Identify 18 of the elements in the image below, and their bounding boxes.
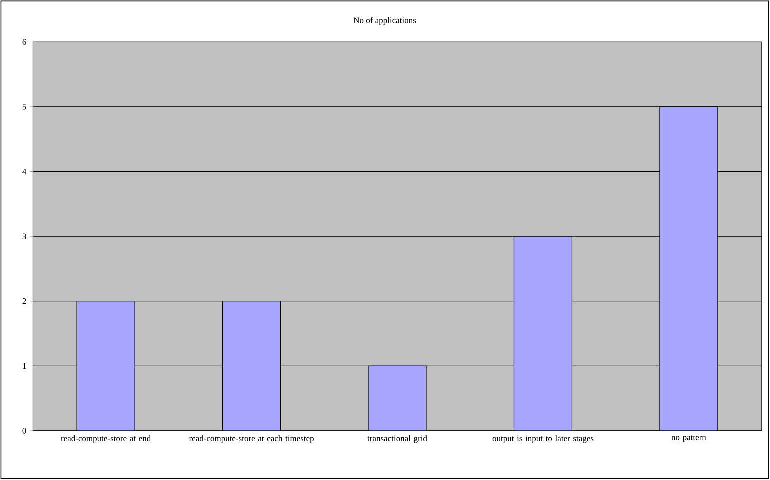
y-tick-label: 1 (23, 363, 26, 369)
y-tick-label: 4 (22, 168, 27, 174)
y-tick-label: 6 (22, 39, 26, 45)
x-tick-label: read-compute-store at end (61, 435, 151, 444)
bar (660, 106, 718, 431)
x-tick-label: output is input to later stages (492, 435, 594, 444)
chart-title: No of applications (354, 17, 416, 26)
x-tick-label: no pattern (672, 435, 706, 442)
bar (368, 366, 427, 431)
y-tick-label: 2 (22, 298, 26, 304)
x-tick-label: read-compute-store at each timestep (189, 435, 314, 444)
y-tick-label: 3 (22, 234, 26, 240)
y-tick-label: 0 (22, 428, 26, 434)
x-tick-label: transactional grid (368, 435, 428, 444)
y-tick-label: 5 (22, 104, 26, 110)
bar (76, 301, 136, 431)
bar (222, 301, 282, 431)
bar (514, 236, 573, 431)
